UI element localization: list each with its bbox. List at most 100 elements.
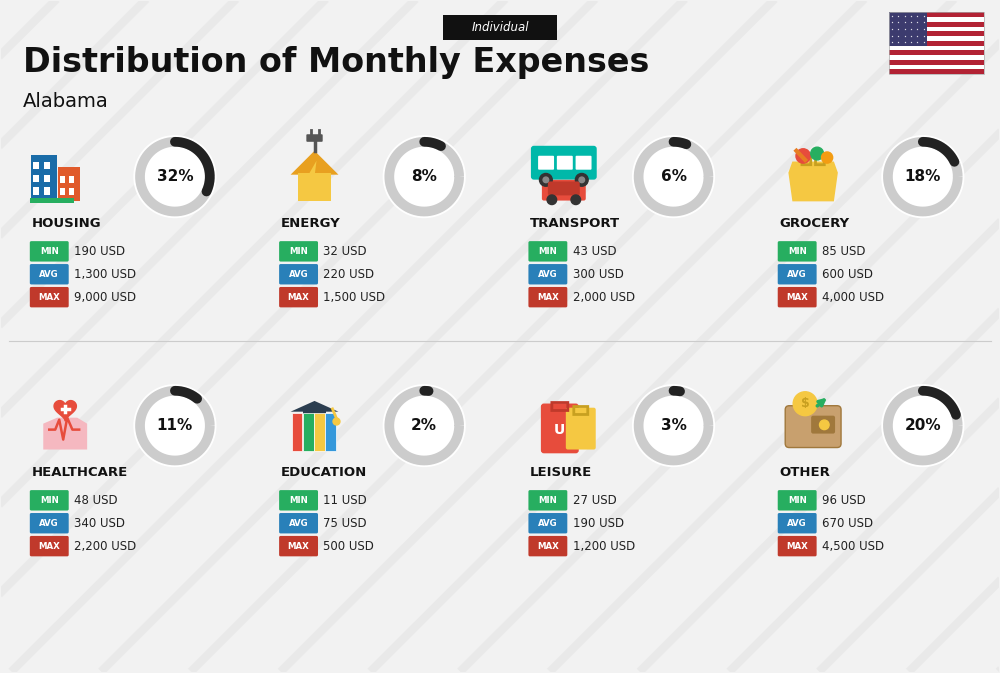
FancyBboxPatch shape [566,408,596,450]
FancyBboxPatch shape [889,60,984,65]
FancyBboxPatch shape [60,176,65,182]
Text: 75 USD: 75 USD [323,517,367,530]
FancyBboxPatch shape [576,155,592,170]
FancyBboxPatch shape [443,15,557,40]
FancyBboxPatch shape [33,162,39,169]
Text: 2,000 USD: 2,000 USD [573,291,635,304]
FancyBboxPatch shape [279,513,318,534]
Text: AVG: AVG [787,270,807,279]
FancyBboxPatch shape [30,198,74,203]
Text: 18%: 18% [905,169,941,184]
FancyBboxPatch shape [303,413,314,452]
Text: MAX: MAX [288,293,309,302]
FancyBboxPatch shape [69,176,74,182]
Text: 27 USD: 27 USD [573,494,617,507]
Text: 6%: 6% [661,169,687,184]
Text: MAX: MAX [786,542,808,551]
Polygon shape [309,161,322,192]
Text: MAX: MAX [288,542,309,551]
FancyBboxPatch shape [538,155,554,170]
FancyBboxPatch shape [528,241,567,262]
FancyBboxPatch shape [889,22,984,27]
Circle shape [575,174,588,186]
Text: 96 USD: 96 USD [822,494,866,507]
Text: MAX: MAX [537,293,559,302]
FancyBboxPatch shape [889,46,984,50]
FancyBboxPatch shape [306,134,323,142]
Text: $: $ [801,397,810,411]
FancyBboxPatch shape [889,12,984,17]
Text: 20%: 20% [905,418,941,433]
FancyBboxPatch shape [889,17,984,22]
Circle shape [579,177,585,182]
Circle shape [633,385,714,466]
Text: 1,200 USD: 1,200 USD [573,540,635,553]
Circle shape [822,152,833,163]
Text: 32 USD: 32 USD [323,245,367,258]
Text: AVG: AVG [787,519,807,528]
Text: AVG: AVG [289,519,308,528]
FancyBboxPatch shape [811,416,835,433]
FancyBboxPatch shape [778,490,817,511]
Text: 11 USD: 11 USD [323,494,367,507]
Text: 670 USD: 670 USD [822,517,873,530]
Text: 220 USD: 220 USD [323,268,375,281]
Circle shape [543,177,549,182]
Circle shape [811,147,823,160]
Circle shape [796,149,810,163]
FancyBboxPatch shape [889,27,984,32]
Text: MIN: MIN [289,247,308,256]
Text: MAX: MAX [786,293,808,302]
FancyBboxPatch shape [528,264,567,285]
Text: 48 USD: 48 USD [74,494,118,507]
Text: 3%: 3% [661,418,686,433]
Text: 340 USD: 340 USD [74,517,125,530]
FancyBboxPatch shape [528,490,567,511]
FancyBboxPatch shape [889,32,984,36]
FancyBboxPatch shape [889,12,927,46]
Circle shape [882,385,964,466]
Text: AVG: AVG [39,270,59,279]
FancyBboxPatch shape [785,406,841,448]
FancyBboxPatch shape [541,404,579,454]
Circle shape [539,174,552,186]
Circle shape [134,136,216,217]
FancyBboxPatch shape [778,513,817,534]
Text: Alabama: Alabama [23,92,109,112]
Text: 11%: 11% [157,418,193,433]
FancyBboxPatch shape [279,287,318,308]
Text: 1,500 USD: 1,500 USD [323,291,386,304]
FancyBboxPatch shape [33,187,39,194]
FancyBboxPatch shape [314,413,325,452]
FancyBboxPatch shape [60,188,65,194]
Text: 2%: 2% [411,418,437,433]
FancyBboxPatch shape [528,287,567,308]
Polygon shape [291,151,338,175]
Text: 4,000 USD: 4,000 USD [822,291,884,304]
Circle shape [547,195,557,205]
Text: 1,300 USD: 1,300 USD [74,268,136,281]
Text: MIN: MIN [788,247,807,256]
FancyBboxPatch shape [548,182,580,195]
Text: 190 USD: 190 USD [573,517,624,530]
Text: HOUSING: HOUSING [31,217,101,230]
FancyBboxPatch shape [279,490,318,511]
FancyBboxPatch shape [778,264,817,285]
FancyBboxPatch shape [889,69,984,74]
FancyBboxPatch shape [542,180,586,201]
Text: AVG: AVG [289,270,308,279]
Text: MIN: MIN [788,496,807,505]
FancyBboxPatch shape [889,50,984,55]
FancyBboxPatch shape [292,413,302,452]
FancyBboxPatch shape [279,536,318,557]
FancyBboxPatch shape [44,187,50,194]
FancyBboxPatch shape [44,162,50,169]
FancyBboxPatch shape [30,241,69,262]
FancyBboxPatch shape [528,536,567,557]
FancyBboxPatch shape [778,536,817,557]
Text: 500 USD: 500 USD [323,540,374,553]
FancyBboxPatch shape [778,241,817,262]
Circle shape [882,136,964,217]
Circle shape [383,136,465,217]
FancyBboxPatch shape [44,175,50,182]
